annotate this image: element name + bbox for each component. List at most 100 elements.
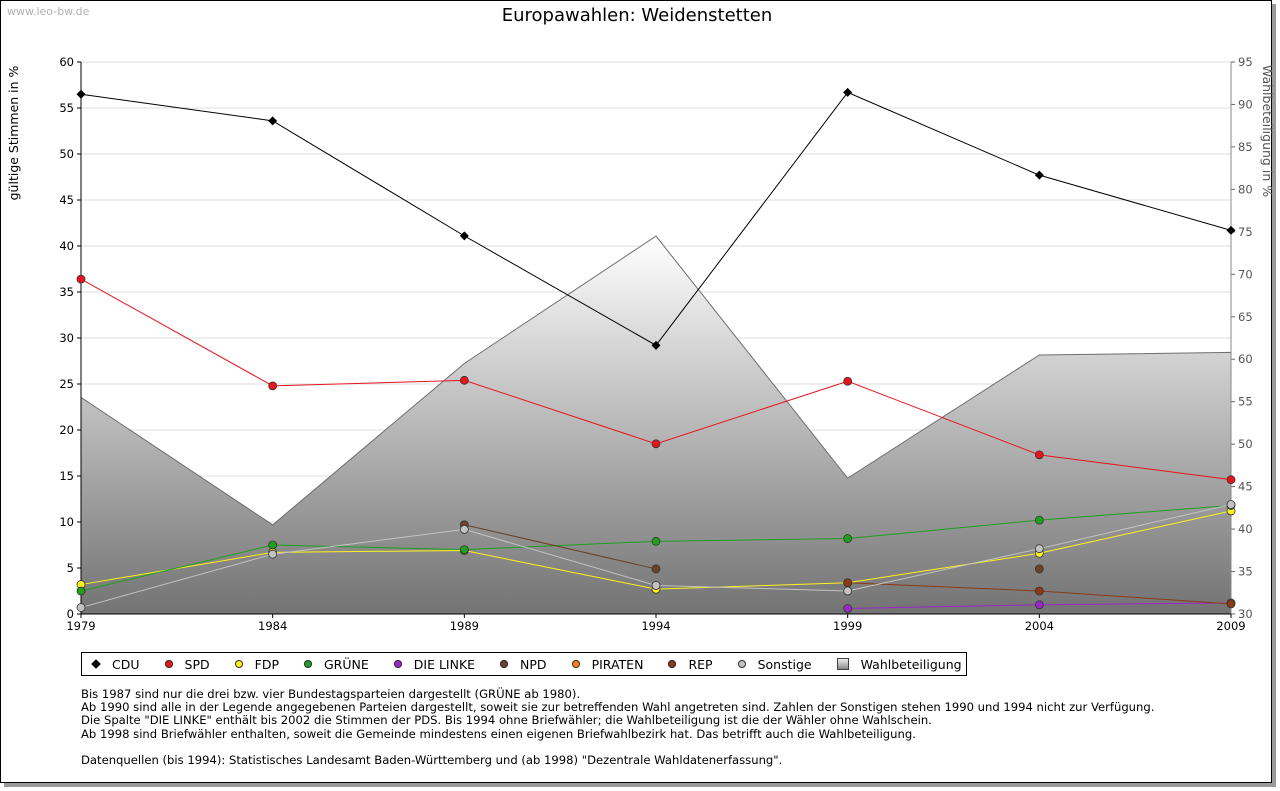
legend-item-rep: REP bbox=[662, 656, 713, 672]
legend-marker bbox=[234, 660, 243, 668]
x-tick-label: 2004 bbox=[1025, 619, 1054, 633]
legend-item-piraten: PIRATEN bbox=[566, 656, 644, 672]
legend: CDU SPD FDP GRÜNE DIE LINKE NPD PIRATEN REP Sons… bbox=[81, 652, 967, 676]
legend-label: Sonstige bbox=[757, 656, 812, 672]
notes: Bis 1987 sind nur die drei bzw. vier Bun… bbox=[81, 687, 1155, 767]
point-rep bbox=[1034, 586, 1044, 596]
point-cdu bbox=[459, 231, 469, 241]
note-line: Die Spalte "DIE LINKE" enthält bis 2002 … bbox=[81, 713, 932, 728]
note-line: Ab 1990 sind alle in der Legende angegeb… bbox=[81, 700, 1155, 715]
y-tick-label: 35 bbox=[59, 285, 74, 299]
y-right-tick-label: 40 bbox=[1238, 522, 1253, 536]
legend-item-gruene: GRÜNE bbox=[298, 657, 369, 672]
y-right-tick-label: 65 bbox=[1238, 310, 1253, 324]
legend-item-cdu: CDU bbox=[86, 657, 140, 672]
point-spd bbox=[1226, 475, 1236, 485]
turnout-area-path bbox=[80, 235, 1232, 615]
y-tick-label: 10 bbox=[59, 515, 74, 529]
legend-label: Wahlbeteiligung bbox=[860, 656, 962, 672]
legend-marker bbox=[393, 660, 402, 668]
x-tick-label: 1989 bbox=[450, 619, 479, 633]
point-cdu bbox=[1226, 225, 1236, 235]
point-cdu bbox=[1034, 170, 1044, 180]
chart-title: Europawahlen: Weidenstetten bbox=[501, 5, 773, 26]
y-right-tick-label: 35 bbox=[1238, 565, 1253, 579]
y-tick-label: 0 bbox=[67, 607, 74, 621]
point-sonstige bbox=[651, 581, 661, 590]
point-cdu bbox=[76, 89, 86, 99]
y-tick-label: 30 bbox=[59, 331, 74, 345]
legend-item-wahlbeteiligung: Wahlbeteiligung bbox=[831, 657, 962, 672]
point-gruene bbox=[1034, 515, 1044, 525]
legend-marker bbox=[500, 660, 509, 668]
y-right-tick-label: 90 bbox=[1238, 97, 1253, 111]
legend-label: GRÜNE bbox=[323, 656, 369, 672]
y-right-tick-label: 80 bbox=[1238, 182, 1253, 196]
legend-marker bbox=[571, 660, 580, 668]
point-sonstige bbox=[843, 586, 853, 596]
point-spd bbox=[651, 439, 661, 449]
legend-marker bbox=[836, 658, 849, 670]
x-tick-label: 1984 bbox=[258, 619, 287, 633]
legend-marker bbox=[737, 660, 746, 668]
point-spd bbox=[843, 376, 853, 386]
legend-marker bbox=[164, 660, 173, 668]
x-tick-label: 2009 bbox=[1216, 619, 1245, 633]
series-points bbox=[76, 87, 1236, 613]
y-right-tick-label: 50 bbox=[1238, 437, 1253, 451]
x-tick-label: 1994 bbox=[641, 619, 670, 633]
legend-label: NPD bbox=[520, 656, 547, 672]
legend-label: PIRATEN bbox=[591, 656, 644, 672]
y-right-tick-label: 45 bbox=[1238, 480, 1253, 494]
point-sonstige bbox=[1226, 500, 1236, 509]
point-rep bbox=[843, 578, 853, 588]
point-sonstige bbox=[1034, 544, 1044, 554]
legend-item-fdp: FDP bbox=[229, 657, 279, 672]
y-right-tick-label: 30 bbox=[1238, 607, 1253, 621]
point-gruene bbox=[651, 536, 661, 546]
point-spd bbox=[1034, 450, 1044, 460]
legend-label: SPD bbox=[184, 656, 210, 672]
point-rep bbox=[1226, 599, 1236, 609]
point-cdu bbox=[651, 340, 661, 350]
point-gruene bbox=[268, 540, 278, 550]
note-line: Bis 1987 sind nur die drei bzw. vier Bun… bbox=[81, 687, 581, 701]
legend-label: REP bbox=[688, 656, 713, 672]
legend-item-die-linke: DIE LINKE bbox=[388, 657, 475, 672]
y-axis-label: gültige Stimmen in % bbox=[6, 65, 21, 200]
y-tick-label: 50 bbox=[59, 147, 74, 161]
y-right-tick-label: 95 bbox=[1238, 55, 1253, 69]
legend-marker bbox=[91, 659, 101, 669]
point-spd bbox=[459, 375, 469, 385]
legend-label: DIE LINKE bbox=[413, 656, 476, 672]
series-line-npd bbox=[464, 524, 657, 570]
point-gruene bbox=[459, 545, 469, 554]
legend-item-npd: NPD bbox=[494, 657, 547, 672]
legend-item-spd: SPD bbox=[159, 657, 210, 672]
y-tick-label: 55 bbox=[59, 101, 74, 115]
y-right-tick-label: 85 bbox=[1238, 140, 1253, 154]
y-right-tick-label: 60 bbox=[1238, 352, 1253, 366]
y-tick-label: 20 bbox=[59, 423, 74, 437]
note-line: Ab 1998 sind Briefwähler enthalten, sowe… bbox=[81, 726, 916, 741]
legend-label: CDU bbox=[112, 656, 140, 672]
chart-canvas: 0 5 10 15 20 25 30 35 40 45 50 55 60 30 35 40 45 50 55 60 65… bbox=[6, 55, 1273, 633]
x-tick-label: 1979 bbox=[66, 619, 95, 633]
legend-label: FDP bbox=[254, 656, 279, 672]
point-cdu bbox=[843, 87, 853, 97]
point-gruene bbox=[843, 534, 853, 543]
point-die-linke bbox=[1034, 600, 1044, 610]
axes: 0 5 10 15 20 25 30 35 40 45 50 55 60 30 35 40 45 50 55 60 65… bbox=[59, 55, 1252, 633]
legend-marker bbox=[668, 660, 677, 668]
y-tick-label: 5 bbox=[67, 561, 74, 575]
legend-marker bbox=[303, 660, 312, 668]
y-tick-label: 40 bbox=[59, 239, 74, 253]
turnout-area bbox=[80, 235, 1232, 615]
y-tick-label: 15 bbox=[59, 469, 74, 483]
y-tick-label: 25 bbox=[59, 377, 74, 391]
point-sonstige bbox=[459, 524, 469, 534]
y-right-tick-label: 75 bbox=[1238, 225, 1253, 239]
y-right-tick-label: 55 bbox=[1238, 395, 1253, 409]
point-sonstige bbox=[268, 549, 278, 559]
legend-item-sonstige: Sonstige bbox=[732, 657, 812, 672]
